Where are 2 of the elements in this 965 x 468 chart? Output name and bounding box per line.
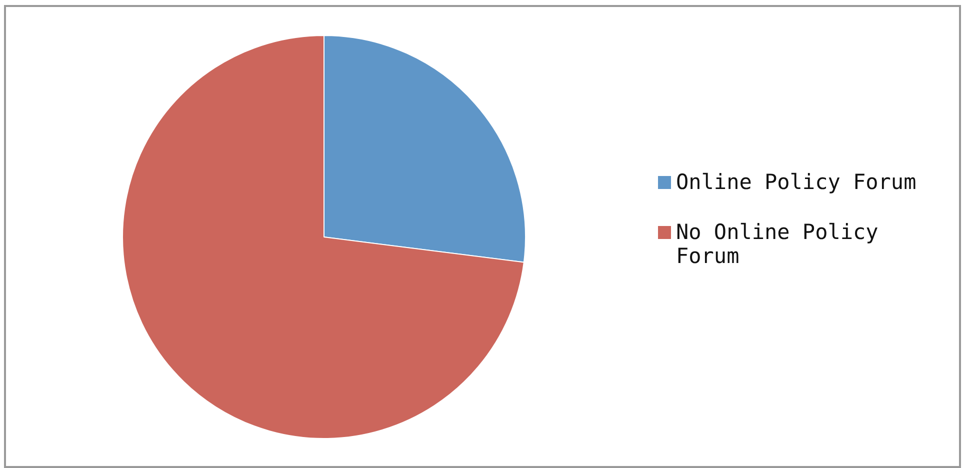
legend-label: No Online Policy Forum [676, 220, 880, 268]
legend-label: Online Policy Forum [676, 170, 916, 194]
